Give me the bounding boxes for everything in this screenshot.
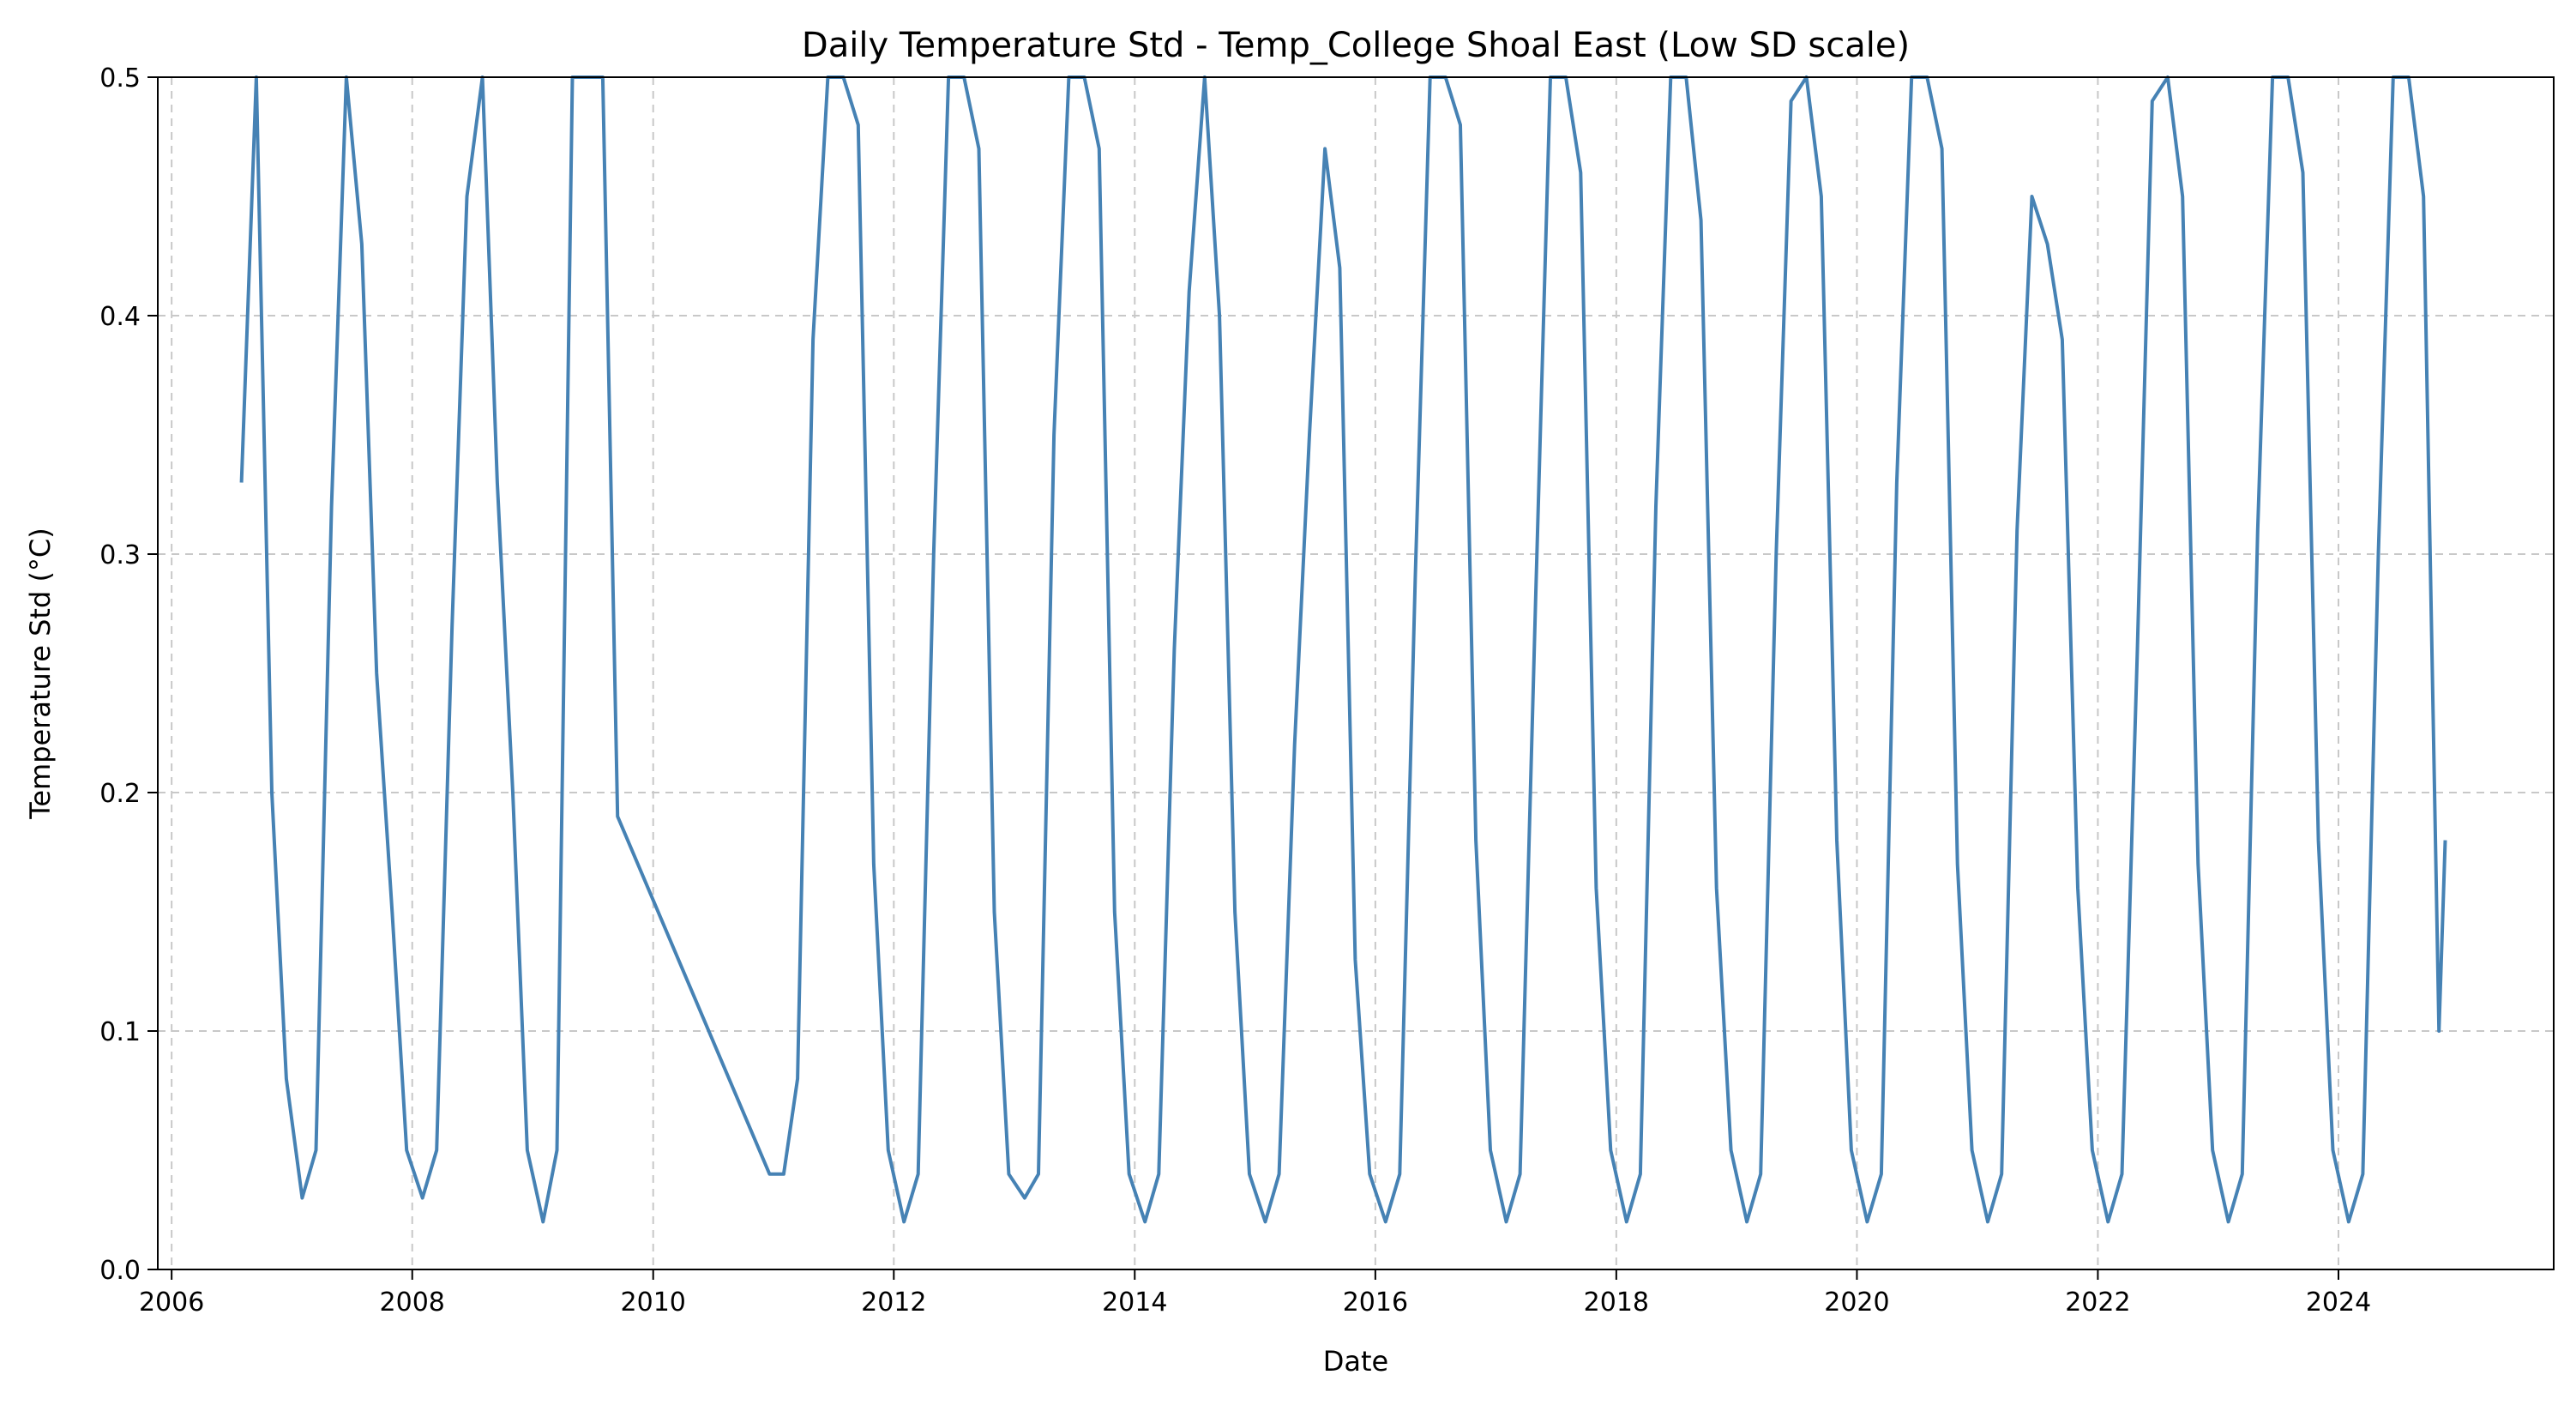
x-axis: 2006 2008 2010 2012 2014 2016 2018 2020 2022 2024 xyxy=(139,1269,2371,1318)
y-axis: 0.0 0.1 0.2 0.3 0.4 0.5 xyxy=(99,63,158,1286)
chart-title: Daily Temperature Std - Temp_College Sho… xyxy=(802,26,1910,65)
y-axis-title: Temperature Std (°C) xyxy=(24,528,57,820)
x-axis-title: Date xyxy=(1323,1345,1388,1378)
x-tick-label: 2012 xyxy=(861,1287,926,1318)
y-tick-label: 0.5 xyxy=(99,63,141,93)
x-tick-label: 2022 xyxy=(2065,1287,2130,1318)
x-tick-label: 2016 xyxy=(1343,1287,1408,1318)
x-tick-label: 2006 xyxy=(139,1287,204,1318)
x-tick-label: 2008 xyxy=(380,1287,445,1318)
x-tick-label: 2014 xyxy=(1102,1287,1167,1318)
y-tick-label: 0.0 xyxy=(99,1256,141,1286)
x-tick-label: 2020 xyxy=(1824,1287,1889,1318)
y-tick-label: 0.4 xyxy=(99,302,141,332)
y-tick-label: 0.2 xyxy=(99,779,141,809)
x-tick-label: 2010 xyxy=(621,1287,686,1318)
y-tick-label: 0.3 xyxy=(99,540,141,570)
x-tick-label: 2018 xyxy=(1584,1287,1649,1318)
x-tick-label: 2024 xyxy=(2306,1287,2371,1318)
plot-frame xyxy=(157,76,2555,1270)
y-tick-label: 0.1 xyxy=(99,1017,141,1047)
